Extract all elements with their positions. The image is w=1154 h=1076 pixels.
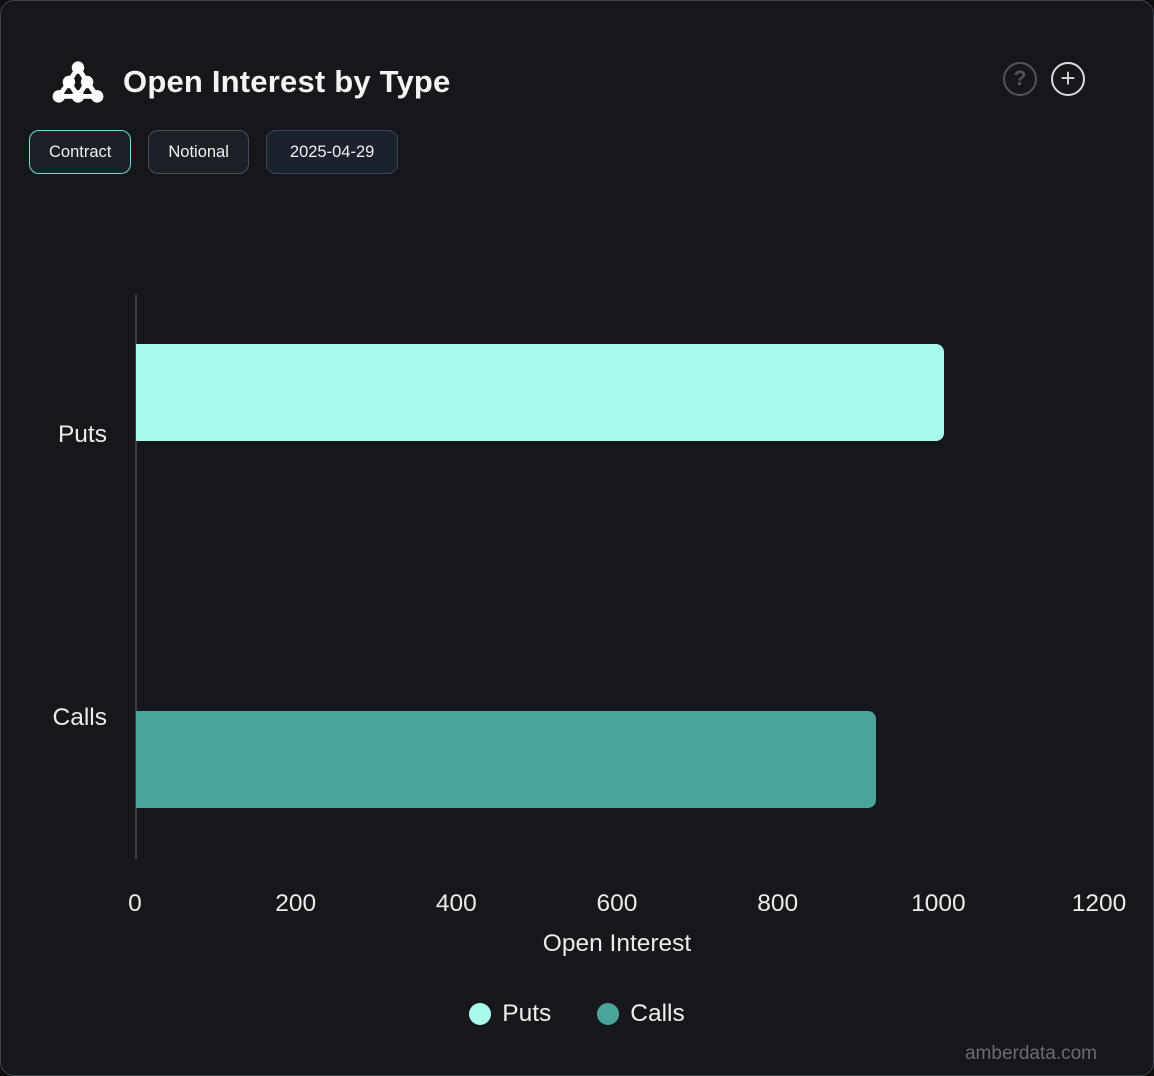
bar-calls [136, 710, 876, 808]
x-tick-1000: 1000 [911, 890, 966, 917]
x-tick-800: 800 [757, 890, 799, 917]
toolbar: Contract Notional 2025-04-29 [29, 130, 399, 174]
help-icon[interactable]: ? [1003, 62, 1037, 96]
y-axis-line [135, 294, 137, 859]
help-glyph: ? [1013, 67, 1027, 90]
watermark: amberdata.com [964, 1043, 1097, 1064]
chart-legend: Puts Calls [1, 1000, 1153, 1028]
legend-item-calls[interactable]: Calls [597, 1000, 685, 1028]
notional-button[interactable]: Notional [148, 130, 249, 174]
add-glyph: + [1060, 62, 1076, 93]
x-tick-200: 200 [275, 890, 317, 917]
x-tick-1200: 1200 [1071, 890, 1127, 917]
x-tick-0: 0 [128, 890, 142, 917]
legend-marker-calls [597, 1003, 620, 1025]
cluster-icon [52, 61, 104, 103]
x-tick-400: 400 [435, 890, 477, 917]
legend-label: Puts [502, 1000, 552, 1027]
legend-item-puts[interactable]: Puts [469, 1000, 551, 1028]
legend-marker-puts [469, 1003, 492, 1025]
add-icon[interactable]: + [1051, 62, 1085, 96]
page-title: Open Interest by Type [123, 64, 451, 99]
category-label-calls: Calls [52, 703, 107, 731]
x-tick-600: 600 [596, 890, 638, 917]
contract-button[interactable]: Contract [29, 130, 132, 174]
legend-label: Calls [630, 1000, 685, 1027]
header-actions: ? + [1003, 62, 1085, 96]
date-button[interactable]: 2025-04-29 [265, 130, 399, 174]
card-header: Open Interest by Type [49, 57, 450, 107]
category-label-puts: Puts [57, 421, 107, 449]
x-axis-title: Open Interest [542, 930, 692, 957]
bar-puts [136, 344, 945, 442]
